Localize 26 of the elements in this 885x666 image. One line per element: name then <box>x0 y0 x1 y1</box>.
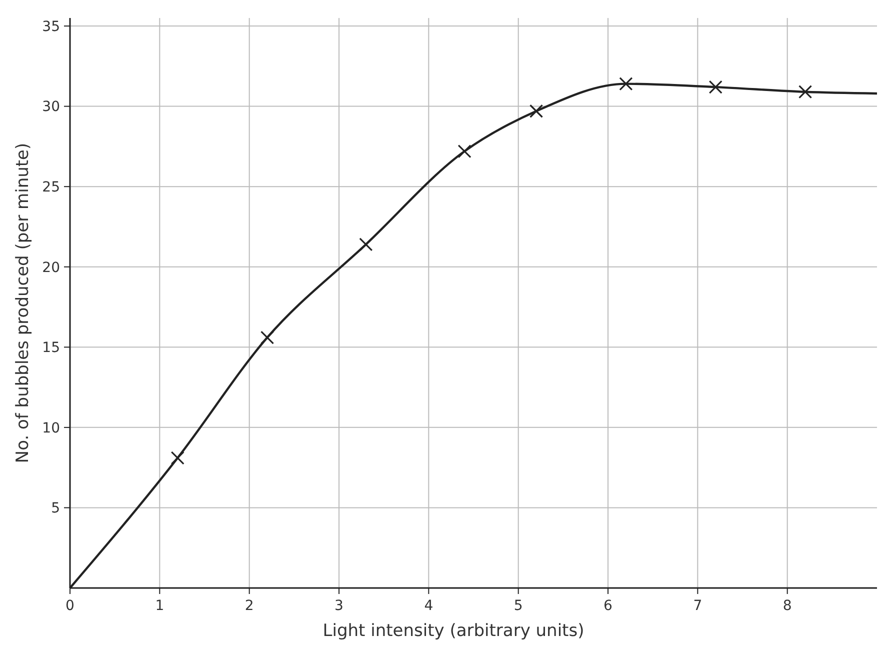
x-tick-label: 7 <box>693 598 702 614</box>
point <box>359 238 373 252</box>
x-tick-label: 4 <box>424 598 434 614</box>
point <box>458 144 472 158</box>
point <box>170 451 184 465</box>
y-axis-title: No. of bubbles produced (per minute) <box>13 142 33 464</box>
x-axis-title: Light intensity (arbitrary units) <box>322 621 584 641</box>
point <box>708 80 722 94</box>
point <box>798 85 812 99</box>
y-tick-label: 20 <box>42 260 60 276</box>
y-tick-label: 5 <box>51 500 60 517</box>
x-tick-label: 6 <box>604 598 613 614</box>
x-tick-label: 3 <box>334 598 344 614</box>
x-tick-label: 1 <box>155 598 164 614</box>
x-tick-label: 0 <box>66 598 74 614</box>
y-tick-label: 10 <box>42 420 60 436</box>
point <box>260 330 274 344</box>
point <box>529 104 544 118</box>
x-tick-label: 5 <box>514 598 523 614</box>
y-tick-label: 35 <box>42 18 60 35</box>
x-tick-label: 8 <box>782 598 792 614</box>
y-tick-label: 25 <box>42 179 60 196</box>
x-tick-label: 2 <box>244 598 254 614</box>
y-tick-label: 15 <box>42 340 60 356</box>
y-tick-label: 30 <box>42 99 60 116</box>
point <box>619 77 633 91</box>
